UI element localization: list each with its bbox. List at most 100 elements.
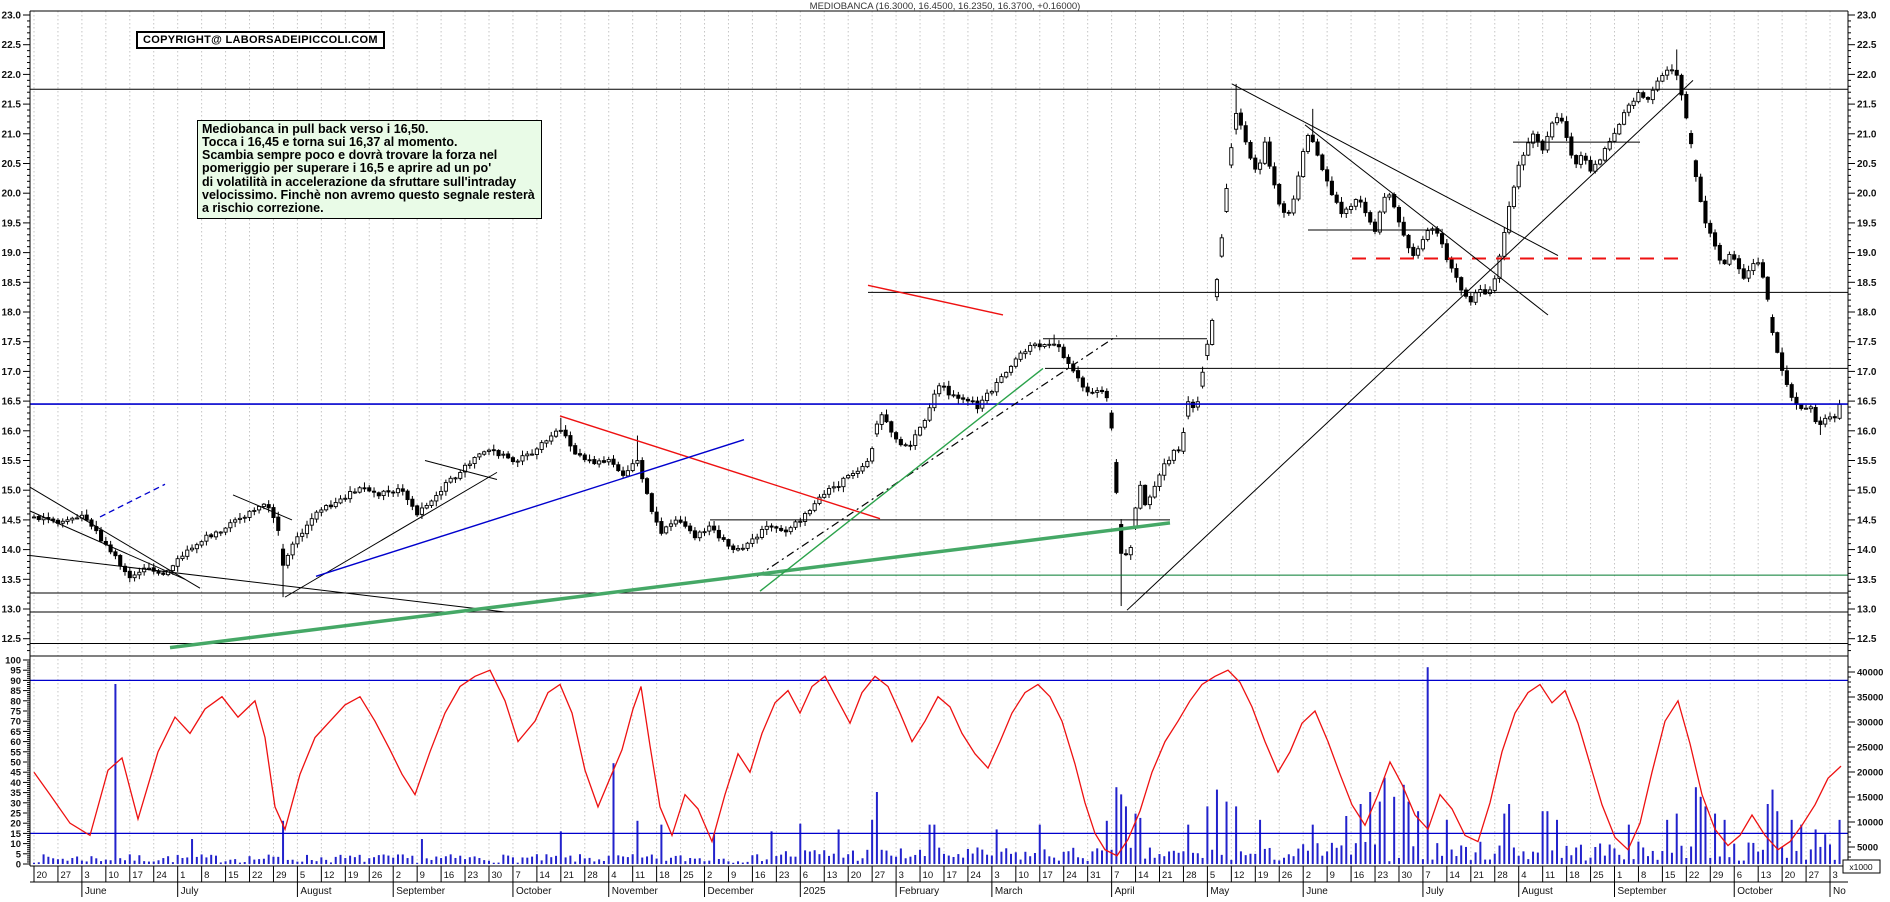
svg-text:23: 23: [468, 870, 479, 881]
svg-text:4: 4: [611, 870, 616, 881]
candlestick-layer: [31, 49, 1842, 607]
svg-text:12.5: 12.5: [2, 634, 22, 645]
svg-text:20: 20: [37, 870, 48, 881]
svg-text:17.0: 17.0: [2, 367, 22, 378]
annotation-lines[interactable]: [29, 79, 1848, 650]
svg-text:21: 21: [1162, 870, 1173, 881]
svg-text:60: 60: [10, 737, 21, 748]
analysis-note-line: Tocca i 16,45 e torna sui 16,37 al momen…: [202, 135, 458, 150]
svg-text:2: 2: [396, 870, 401, 881]
svg-text:27: 27: [875, 870, 886, 881]
svg-text:13: 13: [827, 870, 838, 881]
svg-text:28: 28: [1497, 870, 1508, 881]
svg-text:21.0: 21.0: [1857, 129, 1877, 140]
svg-text:0: 0: [16, 860, 21, 871]
svg-text:15.0: 15.0: [1857, 486, 1877, 497]
svg-text:15.5: 15.5: [2, 456, 22, 467]
panel-borders: [29, 10, 1849, 867]
svg-text:April: April: [1115, 886, 1135, 897]
svg-text:16: 16: [444, 870, 455, 881]
svg-text:16.0: 16.0: [2, 426, 22, 437]
svg-text:14: 14: [539, 870, 550, 881]
analysis-note-line: velocissimo. Finchè non avremo questo se…: [202, 187, 535, 202]
svg-text:23: 23: [779, 870, 790, 881]
svg-text:15: 15: [1665, 870, 1676, 881]
svg-text:16: 16: [755, 870, 766, 881]
svg-text:17: 17: [946, 870, 957, 881]
svg-text:19: 19: [348, 870, 359, 881]
svg-text:29: 29: [276, 870, 287, 881]
svg-text:15000: 15000: [1857, 793, 1883, 804]
svg-text:30: 30: [10, 798, 21, 809]
svg-text:5000: 5000: [1857, 843, 1878, 854]
svg-text:16: 16: [1354, 870, 1365, 881]
svg-text:18: 18: [659, 870, 670, 881]
svg-text:25: 25: [683, 870, 694, 881]
svg-text:14.5: 14.5: [2, 515, 22, 526]
svg-text:15.5: 15.5: [1857, 456, 1877, 467]
svg-text:9: 9: [731, 870, 736, 881]
svg-text:100: 100: [5, 656, 21, 667]
svg-text:19.5: 19.5: [1857, 218, 1877, 229]
svg-text:19: 19: [1258, 870, 1269, 881]
svg-text:x1000: x1000: [1849, 862, 1872, 872]
svg-text:10: 10: [10, 839, 21, 850]
svg-text:21: 21: [1473, 870, 1484, 881]
svg-text:12.5: 12.5: [1857, 634, 1877, 645]
svg-text:19.0: 19.0: [1857, 248, 1877, 259]
svg-text:20: 20: [10, 819, 21, 830]
svg-text:16.5: 16.5: [1857, 397, 1877, 408]
svg-text:13: 13: [1761, 870, 1772, 881]
svg-text:18.5: 18.5: [1857, 278, 1877, 289]
svg-text:10: 10: [108, 870, 119, 881]
svg-text:31: 31: [1090, 870, 1101, 881]
svg-text:50: 50: [10, 758, 21, 769]
svg-text:28: 28: [587, 870, 598, 881]
svg-text:45: 45: [10, 768, 21, 779]
svg-text:9: 9: [420, 870, 425, 881]
svg-text:85: 85: [10, 686, 21, 697]
svg-text:25: 25: [1593, 870, 1604, 881]
svg-text:17: 17: [1042, 870, 1053, 881]
svg-text:May: May: [1210, 886, 1229, 897]
svg-text:8: 8: [1641, 870, 1646, 881]
svg-text:18.0: 18.0: [1857, 308, 1877, 319]
svg-text:7: 7: [1425, 870, 1430, 881]
volume-unit-badge: x1000: [1842, 859, 1881, 874]
volume-axis: 5000 10000 15000 20000 25000 30000 35000 40000: [1848, 666, 1883, 863]
svg-text:70: 70: [10, 717, 21, 728]
analysis-note-line: di volatilità in accelerazione da sfrutt…: [202, 174, 517, 189]
svg-text:26: 26: [372, 870, 383, 881]
svg-text:No: No: [1833, 886, 1846, 897]
svg-text:75: 75: [10, 707, 21, 718]
svg-text:35000: 35000: [1857, 693, 1883, 704]
svg-text:20: 20: [1785, 870, 1796, 881]
svg-text:10000: 10000: [1857, 818, 1883, 829]
svg-text:16.0: 16.0: [1857, 426, 1877, 437]
svg-text:3: 3: [84, 870, 89, 881]
svg-text:11: 11: [1545, 870, 1555, 881]
analysis-note-line: Scambia sempre poco e dovrà trovare la f…: [202, 148, 498, 163]
svg-text:1: 1: [1617, 870, 1622, 881]
svg-text:17.5: 17.5: [2, 337, 22, 348]
svg-text:22.5: 22.5: [2, 40, 22, 51]
analysis-note-line: pomeriggio per superare i 16,5 e aprire …: [202, 161, 492, 176]
oscillator-axis: 0510152025303540455055606570758085909510…: [5, 656, 30, 871]
svg-text:18: 18: [1569, 870, 1580, 881]
svg-text:30000: 30000: [1857, 718, 1883, 729]
svg-text:25: 25: [10, 809, 21, 820]
svg-text:21.5: 21.5: [2, 100, 22, 111]
analysis-note-line: a rischio correzione.: [202, 200, 324, 215]
analysis-note: Mediobanca in pull back verso i 16,50. T…: [197, 120, 542, 219]
svg-text:June: June: [85, 886, 107, 897]
svg-text:16.5: 16.5: [2, 397, 22, 408]
svg-text:8: 8: [204, 870, 209, 881]
svg-text:65: 65: [10, 727, 21, 738]
svg-text:25000: 25000: [1857, 743, 1883, 754]
svg-text:5: 5: [16, 849, 22, 860]
svg-text:20: 20: [851, 870, 862, 881]
svg-text:24: 24: [970, 870, 981, 881]
svg-text:12: 12: [324, 870, 335, 881]
